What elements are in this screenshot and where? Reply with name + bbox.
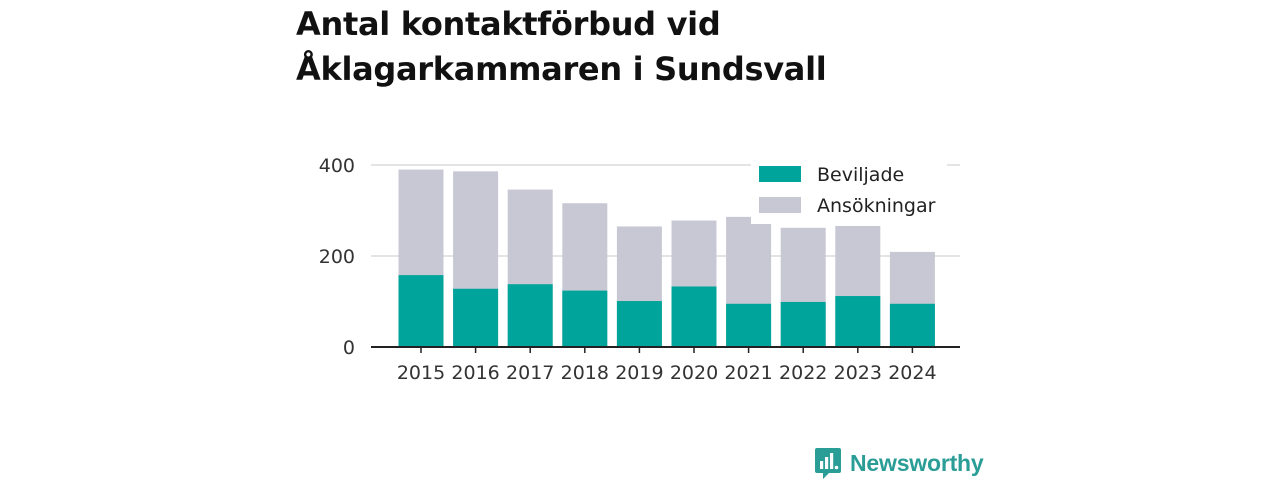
bar-beviljade <box>835 296 881 347</box>
bar-beviljade <box>780 301 826 347</box>
bars <box>398 169 935 347</box>
x-tick-label: 2023 <box>834 362 882 384</box>
bar-beviljade <box>889 303 935 347</box>
x-tick-label: 2022 <box>779 362 827 384</box>
x-tick-label: 2015 <box>397 362 445 384</box>
newsworthy-logo-icon <box>815 448 841 479</box>
bar-beviljade <box>671 286 717 347</box>
bar-beviljade <box>507 284 553 347</box>
y-tick-label: 200 <box>319 246 355 268</box>
y-tick-label: 400 <box>319 155 355 177</box>
x-tick-label: 2018 <box>561 362 609 384</box>
x-tick-label: 2021 <box>724 362 772 384</box>
bar-beviljade <box>726 303 772 347</box>
x-tick-label: 2019 <box>615 362 663 384</box>
chart-title: Antal kontaktförbud vid Åklagarkammaren … <box>296 2 996 92</box>
bar-beviljade <box>398 275 444 347</box>
x-tick-label: 2024 <box>888 362 936 384</box>
legend: Beviljade Ansökningar <box>751 158 947 224</box>
y-axis-ticks: 0 200 400 <box>319 155 355 359</box>
chart-title-line-2: Åklagarkammaren i Sundsvall <box>296 50 827 88</box>
x-tick-label: 2017 <box>506 362 554 384</box>
legend-label: Beviljade <box>817 164 904 186</box>
bar-beviljade <box>616 301 662 347</box>
bar-beviljade <box>453 288 499 347</box>
x-axis-ticks: 2015 2016 2017 2018 2019 2020 2021 2022 2023 2024 <box>397 347 937 384</box>
y-tick-label: 0 <box>343 337 355 359</box>
brand: Newsworthy <box>814 446 984 480</box>
x-tick-label: 2016 <box>451 362 499 384</box>
brand-name: Newsworthy <box>850 449 984 476</box>
chart-title-line-1: Antal kontaktförbud vid <box>296 5 721 43</box>
legend-swatch <box>759 197 801 213</box>
bar-beviljade <box>562 290 608 347</box>
legend-label: Ansökningar <box>817 195 936 217</box>
x-tick-label: 2020 <box>670 362 718 384</box>
legend-swatch <box>759 166 801 182</box>
